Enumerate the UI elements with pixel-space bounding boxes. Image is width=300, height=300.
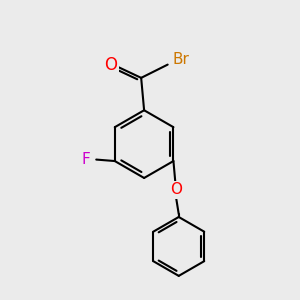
Text: O: O <box>104 56 117 74</box>
Text: Br: Br <box>172 52 189 67</box>
Text: O: O <box>170 182 182 197</box>
Text: F: F <box>82 152 91 167</box>
